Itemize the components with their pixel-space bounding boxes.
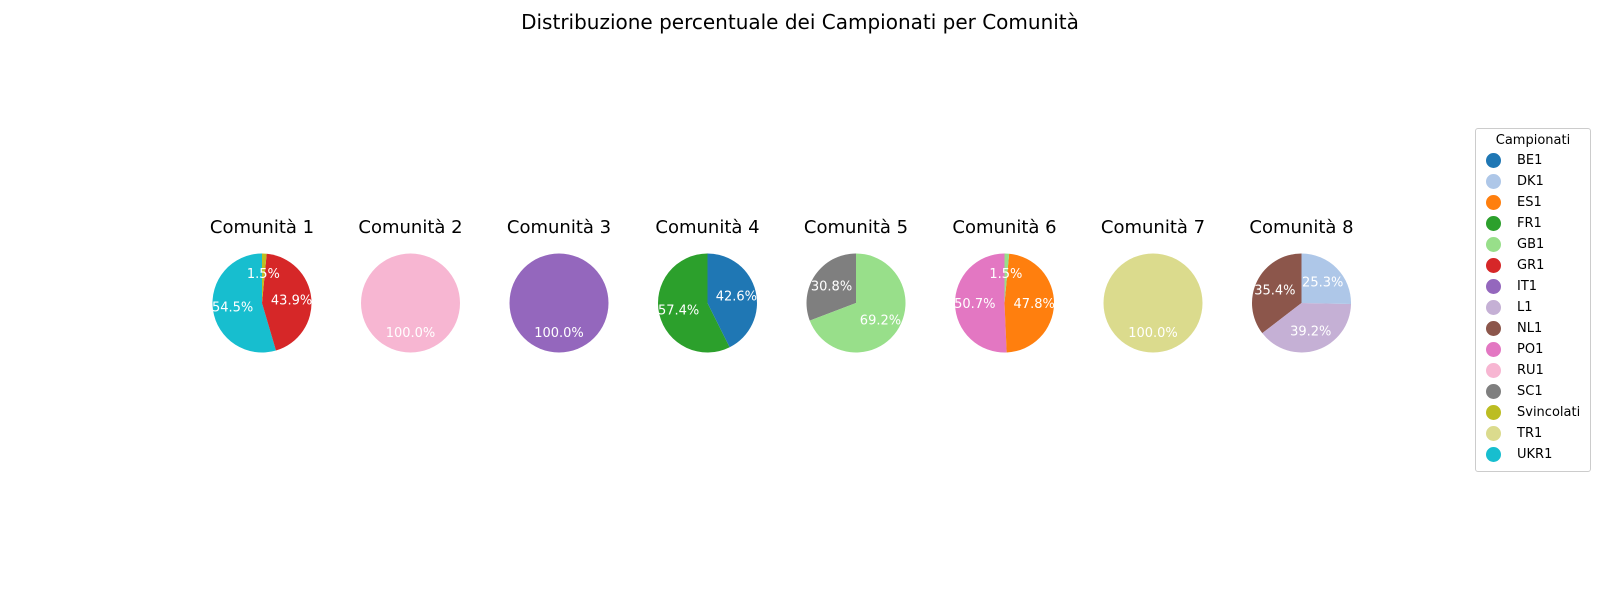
pie-title: Comunità 1	[210, 217, 314, 238]
pie-chart-1: Comunità 1 54.5% 43.9% 1.5%	[210, 217, 314, 353]
slice-percent-label: 25.3%	[1302, 276, 1343, 291]
legend-marker	[1486, 426, 1501, 441]
slice-percent-label: 57.4%	[658, 303, 699, 318]
legend-marker	[1486, 321, 1501, 336]
pie-slice-gr1	[262, 253, 312, 351]
legend-label: BE1	[1517, 153, 1543, 168]
legend-label: DK1	[1517, 174, 1544, 189]
pie-slice-es1	[1004, 253, 1054, 353]
slice-percent-label: 1.5%	[247, 267, 280, 282]
slice-percent-label: 43.9%	[271, 294, 312, 309]
pie-title: Comunità 6	[952, 217, 1056, 238]
legend-item-tr1: TR1	[1476, 423, 1590, 444]
legend-item-nl1: NL1	[1476, 318, 1590, 339]
legend-item-be1: BE1	[1476, 150, 1590, 171]
slice-percent-label: 35.4%	[1254, 283, 1295, 298]
pie-slice-ukr1	[212, 253, 276, 353]
pie-slice-sc1	[806, 253, 856, 321]
legend-marker	[1486, 279, 1501, 294]
pie-chart-8: Comunità 8 35.4% 39.2% 25.3%	[1249, 217, 1354, 353]
slice-percent-label: 39.2%	[1290, 325, 1331, 340]
legend-item-it1: IT1	[1476, 276, 1590, 297]
legend-item-sc1: SC1	[1476, 381, 1590, 402]
legend-item-es1: ES1	[1476, 192, 1590, 213]
legend-item-gr1: GR1	[1476, 255, 1590, 276]
legend-label: UKR1	[1517, 447, 1553, 462]
pie-title: Comunità 2	[358, 217, 462, 238]
legend-marker	[1486, 237, 1501, 252]
legend-label: RU1	[1517, 363, 1544, 378]
pie-slice-dk1	[1301, 253, 1351, 305]
pie-title: Comunità 8	[1249, 217, 1353, 238]
legend-item-po1: PO1	[1476, 339, 1590, 360]
legend-label: NL1	[1517, 321, 1543, 336]
legend-label: GB1	[1517, 237, 1545, 252]
slice-percent-label: 69.2%	[860, 313, 901, 328]
slice-percent-label: 47.8%	[1014, 297, 1055, 312]
legend-marker	[1486, 153, 1501, 168]
legend-title: Campionati	[1495, 133, 1571, 148]
slice-percent-label: 1.5%	[989, 267, 1022, 282]
legend-marker	[1486, 195, 1501, 210]
legend-marker	[1486, 342, 1501, 357]
legend-label: PO1	[1517, 342, 1544, 357]
legend-label: IT1	[1517, 279, 1538, 294]
pie-slice-gb1	[809, 253, 906, 353]
legend-marker	[1486, 300, 1501, 315]
pie-slice-l1	[1262, 303, 1351, 353]
pie-slice-it1	[509, 253, 609, 353]
pie-chart-7: Comunità 7 100.0%	[1101, 217, 1205, 353]
legend-marker	[1486, 363, 1501, 378]
legend-item-fr1: FR1	[1476, 213, 1590, 234]
legend-label: FR1	[1517, 216, 1542, 231]
legend-marker	[1486, 447, 1501, 462]
slice-percent-label: 54.5%	[212, 301, 253, 316]
legend-items: BE1 DK1 ES1 FR1 GB1 GR1 IT1 L1 NL1 PO1 RU1 SC1 Svinc…	[1476, 150, 1590, 465]
pie-title: Comunità 7	[1101, 217, 1205, 238]
slice-percent-label: 42.6%	[716, 290, 757, 305]
slice-percent-label: 30.8%	[811, 280, 852, 295]
legend-marker	[1486, 405, 1501, 420]
pie-slice-tr1	[1103, 253, 1203, 353]
legend-item-ru1: RU1	[1476, 360, 1590, 381]
legend-marker	[1486, 384, 1501, 399]
pie-title: Comunità 3	[507, 217, 611, 238]
legend-marker	[1486, 216, 1501, 231]
legend: Campionati BE1 DK1 ES1 FR1 GB1 GR1 IT1 L1 NL1 PO1…	[1475, 128, 1591, 472]
slice-percent-label: 100.0%	[534, 326, 584, 341]
pie-slice-fr1	[657, 253, 730, 353]
legend-item-gb1: GB1	[1476, 234, 1590, 255]
chart-title: Distribuzione percentuale dei Campionati…	[521, 10, 1079, 34]
legend-label: ES1	[1517, 195, 1542, 210]
pie-title: Comunità 5	[804, 217, 908, 238]
legend-label: L1	[1517, 300, 1533, 315]
pie-slice-ru1	[361, 253, 460, 353]
legend-label: TR1	[1517, 426, 1543, 441]
pie-title: Comunità 4	[655, 217, 759, 238]
slice-percent-label: 50.7%	[954, 297, 995, 312]
legend-item-svincolati: Svincolati	[1476, 402, 1590, 423]
pie-chart-5: Comunità 5 30.8% 69.2%	[804, 217, 908, 353]
legend-marker	[1486, 174, 1501, 189]
pie-chart-4: Comunità 4 57.4% 42.6%	[655, 217, 760, 353]
slice-percent-label: 100.0%	[1128, 326, 1178, 341]
legend-item-ukr1: UKR1	[1476, 444, 1590, 465]
pie-slice-po1	[954, 253, 1007, 353]
pie-slice-be1	[707, 253, 757, 348]
pie-chart-6: Comunità 6 50.7% 47.8% 1.5%	[952, 217, 1057, 353]
pie-slice-gb1	[1004, 253, 1010, 303]
pie-slice-nl1	[1252, 253, 1302, 334]
legend-item-dk1: DK1	[1476, 171, 1590, 192]
legend-label: SC1	[1517, 384, 1543, 399]
legend-item-l1: L1	[1476, 297, 1590, 318]
legend-marker	[1486, 258, 1501, 273]
slice-percent-label: 100.0%	[386, 326, 436, 341]
pie-slice-svincolati	[262, 253, 267, 303]
pie-chart-2: Comunità 2 100.0%	[358, 217, 463, 353]
legend-label: Svincolati	[1517, 405, 1581, 420]
pie-chart-3: Comunità 3 100.0%	[507, 217, 611, 353]
legend-label: GR1	[1517, 258, 1545, 273]
